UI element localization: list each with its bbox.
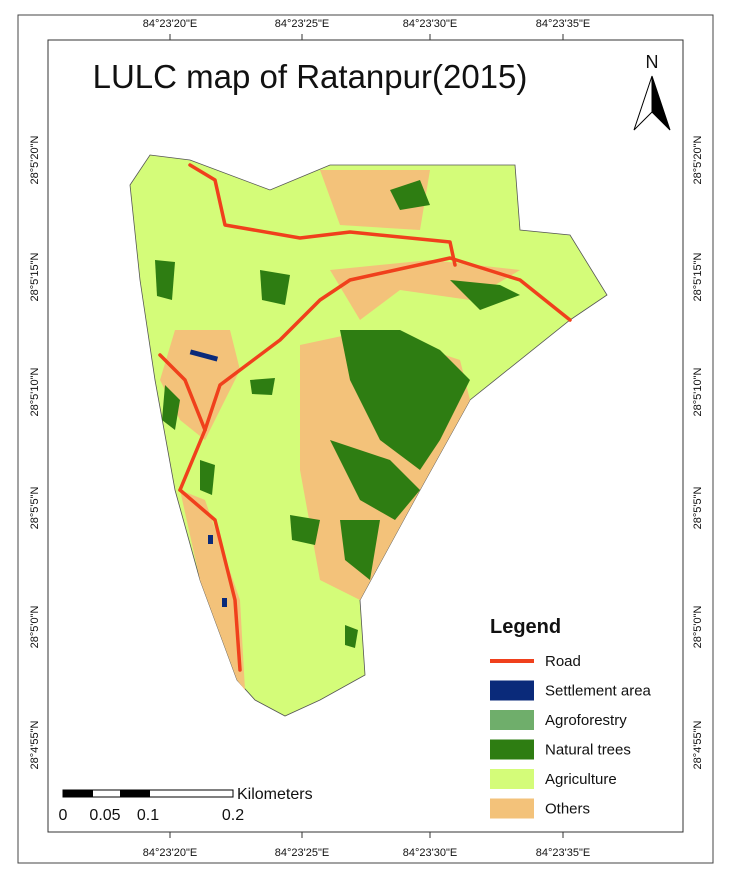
legend-swatch	[490, 710, 534, 730]
coord-label-left: 28°4'55"N	[29, 720, 41, 769]
legend-label: Agroforestry	[545, 712, 627, 729]
labels: 84°23'20"E 84°23'25"E 84°23'30"E 84°23'35"E…	[29, 18, 704, 859]
coord-label-left: 28°5'20"N	[29, 135, 41, 184]
coord-label-right: 28°5'5"N	[692, 487, 704, 530]
scale-bar	[62, 789, 234, 798]
map-title: LULC map of Ratanpur(2015)	[93, 58, 528, 95]
coord-label-right: 28°5'20"N	[692, 135, 704, 184]
coord-label-left: 28°5'15"N	[29, 252, 41, 301]
coord-label-top: 84°23'20"E	[143, 18, 197, 30]
coord-label-bottom: 84°23'30"E	[403, 847, 457, 859]
legend-label: Others	[545, 801, 590, 818]
legend-label: Settlement area	[545, 683, 652, 700]
coord-label-bottom: 84°23'20"E	[143, 847, 197, 859]
coord-label-left: 28°5'0"N	[29, 606, 41, 649]
legend-swatch	[490, 739, 534, 760]
scale-unit: Kilometers	[237, 786, 313, 803]
coord-label-right: 28°5'10"N	[692, 367, 704, 416]
scale-label: 0.05	[89, 807, 120, 824]
coord-label-top: 84°23'25"E	[275, 18, 329, 30]
scale-label: 0	[59, 807, 68, 824]
north-arrow: N	[633, 52, 671, 131]
legend-label: Agriculture	[545, 771, 617, 788]
legend-title: Legend	[490, 616, 561, 638]
coord-label-bottom: 84°23'35"E	[536, 847, 590, 859]
legend-label: Road	[545, 653, 581, 670]
scale-label: 0.1	[137, 807, 159, 824]
north-label: N	[646, 52, 659, 72]
coord-label-top: 84°23'30"E	[403, 18, 457, 30]
legend-swatch	[490, 680, 534, 701]
legend-swatch	[490, 798, 534, 819]
scale-label: 0.2	[222, 807, 244, 824]
coord-label-left: 28°5'5"N	[29, 487, 41, 530]
coord-label-right: 28°5'0"N	[692, 606, 704, 649]
study-area	[129, 154, 608, 717]
coord-label-left: 28°5'10"N	[29, 367, 41, 416]
coord-label-bottom: 84°23'25"E	[275, 847, 329, 859]
tick-marks	[169, 34, 564, 838]
legend-swatch	[490, 769, 534, 789]
coord-label-right: 28°5'15"N	[692, 252, 704, 301]
legend-label: Natural trees	[545, 742, 631, 759]
coord-label-top: 84°23'35"E	[536, 18, 590, 30]
coord-label-right: 28°4'55"N	[692, 720, 704, 769]
